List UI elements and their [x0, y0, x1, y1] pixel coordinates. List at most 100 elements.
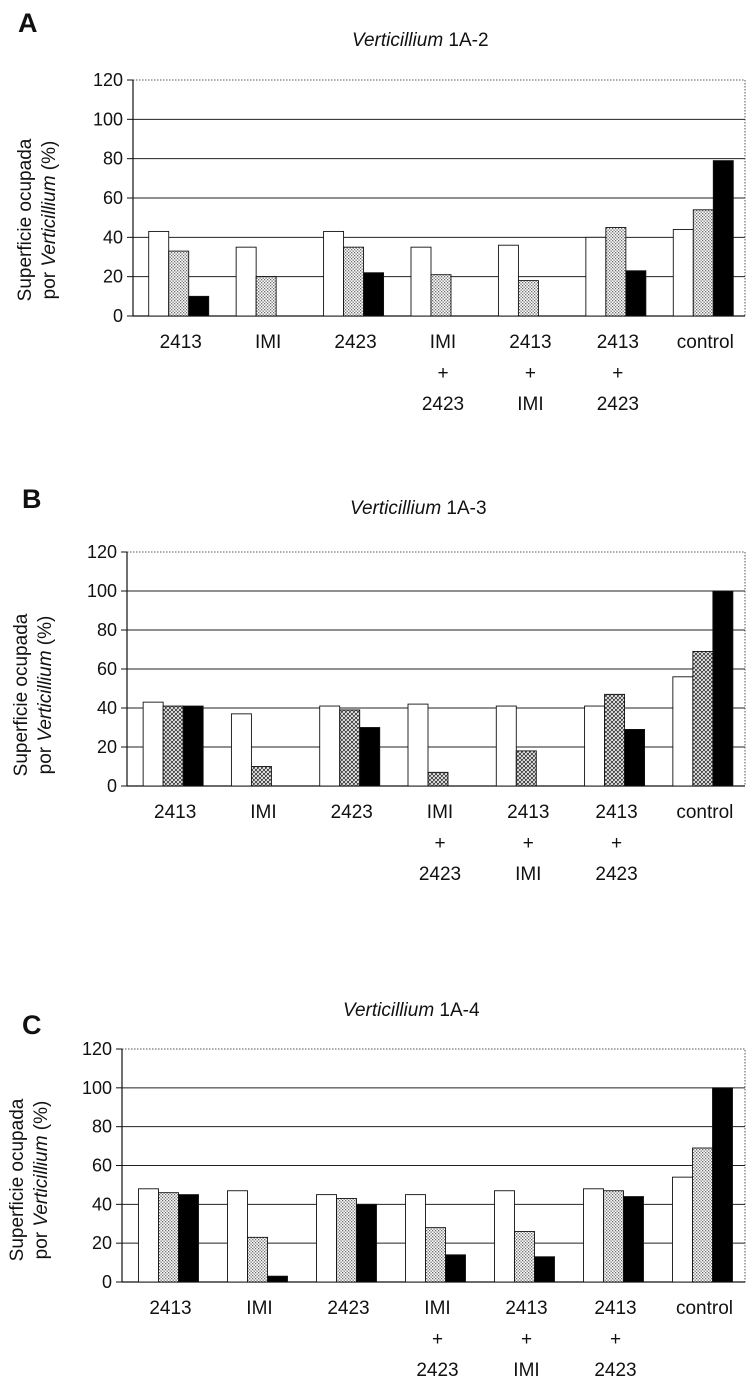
x-category-label: IMI — [427, 802, 453, 823]
bar — [230, 713, 252, 787]
bar — [138, 1188, 159, 1283]
x-category-label: 2423 — [327, 1298, 369, 1319]
bar — [605, 227, 627, 317]
x-category-label: 2423 — [597, 394, 639, 415]
bar — [427, 771, 449, 787]
x-category-label: + — [521, 1329, 532, 1350]
bar — [517, 280, 539, 317]
bar — [168, 250, 190, 317]
bar — [712, 160, 734, 317]
bar — [359, 727, 381, 787]
x-category-label: + — [523, 833, 534, 854]
bar — [323, 230, 345, 317]
bar — [142, 701, 164, 787]
bar — [445, 1254, 466, 1283]
x-category-label: + — [610, 1329, 621, 1350]
bar — [672, 1176, 693, 1283]
bar — [250, 766, 272, 787]
x-category-label: 2413 — [154, 802, 196, 823]
y-tick-label: 0 — [107, 776, 117, 796]
chart-title-italic: Verticillium — [343, 1000, 435, 1021]
bar — [495, 705, 517, 787]
x-category-label: 2413 — [595, 802, 637, 823]
y-tick-label: 80 — [92, 1117, 112, 1137]
x-category-label: 2423 — [334, 332, 376, 353]
x-category-label: IMI — [430, 332, 456, 353]
y-tick-label: 20 — [92, 1233, 112, 1253]
chart-title-italic: Verticillium — [350, 498, 442, 519]
bar — [672, 676, 694, 787]
y-tick-label: 120 — [93, 70, 123, 90]
y-tick-label: 40 — [103, 227, 123, 247]
bar — [162, 705, 184, 787]
x-category-label: 2413 — [149, 1298, 191, 1319]
y-tick-label: 60 — [97, 659, 117, 679]
y-tick-label: 20 — [97, 737, 117, 757]
bar — [672, 229, 694, 317]
bar — [410, 246, 432, 317]
bar — [356, 1203, 377, 1283]
bar — [319, 705, 341, 787]
bar — [692, 650, 714, 787]
x-category-label: + — [437, 363, 448, 384]
x-category-label: control — [676, 1298, 733, 1319]
bar — [712, 590, 734, 787]
bar — [534, 1256, 555, 1283]
x-category-label: + — [432, 1329, 443, 1350]
y-tick-label: 80 — [103, 149, 123, 169]
x-category-label: + — [612, 363, 623, 384]
x-category-label: IMI — [517, 394, 543, 415]
x-category-label: 2423 — [419, 864, 461, 885]
bar — [584, 705, 606, 787]
chart-title: Verticillium 1A-4 — [343, 1000, 480, 1022]
chart-title-rest: 1A-4 — [434, 1000, 480, 1021]
x-category-label: IMI — [246, 1298, 272, 1319]
chart-panel-b: B Verticillium 1A-3 Superficie ocupada p… — [0, 470, 755, 910]
bar — [178, 1194, 199, 1283]
y-tick-label: 0 — [113, 306, 123, 326]
bar — [158, 1192, 179, 1283]
bar — [514, 1231, 535, 1283]
bar — [188, 295, 210, 317]
x-category-label: + — [434, 833, 445, 854]
bar — [430, 274, 452, 317]
bar — [583, 1188, 604, 1283]
x-category-label: IMI — [255, 332, 281, 353]
y-tick-label: 60 — [92, 1156, 112, 1176]
bar — [494, 1190, 515, 1283]
x-category-label: 2413 — [505, 1298, 547, 1319]
y-tick-label: 120 — [82, 1039, 112, 1059]
x-category-label: control — [677, 332, 734, 353]
chart-title: Verticillium 1A-3 — [350, 498, 487, 520]
bar — [497, 244, 519, 317]
bar — [407, 703, 429, 787]
x-category-label: 2423 — [594, 1360, 636, 1381]
bar — [623, 1196, 644, 1283]
chart-panel-c: C Verticillium 1A-4 Superficie ocupada p… — [0, 960, 755, 1388]
x-category-label: + — [525, 363, 536, 384]
bar — [692, 1147, 713, 1283]
chart-title-rest: 1A-3 — [441, 498, 487, 519]
bar — [405, 1194, 426, 1283]
bar — [515, 750, 537, 787]
bar — [604, 693, 626, 787]
x-category-label: 2413 — [507, 802, 549, 823]
chart-plot: 0 20 40 60 80 100 120 2413 IMI 2423 IMI +2423 2413 + I… — [82, 1039, 746, 1381]
x-category-label: 2413 — [594, 1298, 636, 1319]
y-tick-label: 0 — [102, 1272, 112, 1292]
chart-plot: 0 20 40 60 80 100 120 2413 IMI 2423 IMI +2423 2413 + I… — [93, 70, 746, 415]
y-tick-label: 100 — [82, 1078, 112, 1098]
chart-panel-a: A Verticillium 1A-2 Superficie ocupada p… — [0, 0, 755, 440]
y-tick-label: 40 — [92, 1194, 112, 1214]
y-tick-label: 80 — [97, 620, 117, 640]
chart-plot: 0 20 40 60 80 100 120 2413 IMI 2423 IMI +2423 2413 + I… — [87, 542, 746, 885]
x-category-label: 2413 — [160, 332, 202, 353]
bar — [339, 709, 361, 787]
chart-title-italic: Verticillium — [352, 30, 444, 51]
panel-letter: A — [18, 8, 38, 38]
bar — [625, 270, 647, 317]
bar — [585, 236, 607, 317]
bar — [316, 1194, 337, 1283]
x-category-label: 2423 — [595, 864, 637, 885]
bar — [247, 1236, 268, 1283]
